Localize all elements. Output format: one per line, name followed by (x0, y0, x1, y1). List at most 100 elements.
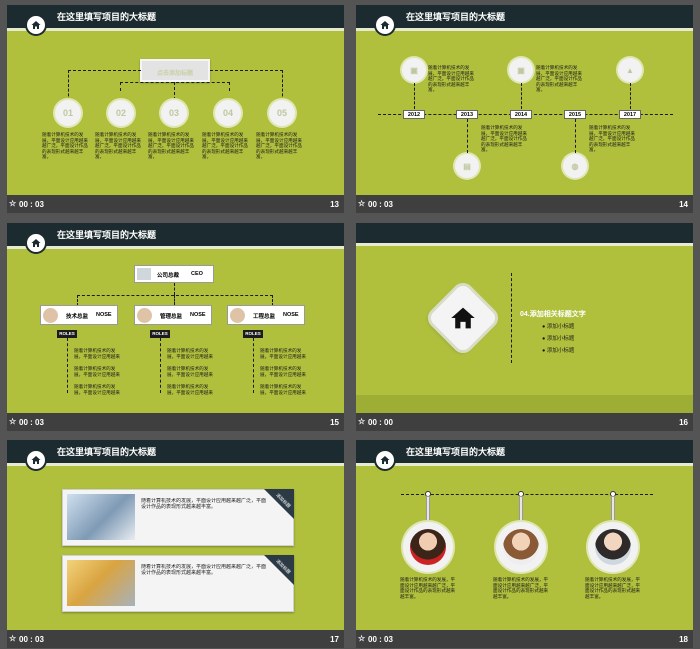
slide-footer: ☆ 00 : 03 15 (7, 413, 344, 431)
node-text: 随着计算机技术的发展，平面设计应用越来越广泛，平面设计作品的表现形式越来越丰富。 (202, 132, 248, 160)
header-divider (7, 28, 344, 31)
manager-box: 管理总监 NOSE (134, 305, 212, 325)
connector (68, 70, 141, 101)
slide-footer: ☆ 00 : 03 18 (356, 630, 693, 648)
manager-role: NOSE (96, 312, 112, 318)
profile-circle (588, 522, 638, 572)
node-05: 05 (269, 100, 295, 126)
node-text: 随着计算机技术的发展，平面设计应用越来越广泛，平面设计作品的表现形式越来越丰富。 (95, 132, 141, 160)
role-text: 随着计算机技术的发展，平面设计应用越来越广泛，平面设计作品的表现形式越来越丰富。 (167, 366, 213, 377)
timeline-text: 随着计算机技术的发展，平面设计应用越来越广泛，平面设计作品的表现形式越来越丰富。 (589, 125, 635, 153)
slide-time: 00 : 03 (368, 200, 393, 209)
slide-canvas: 在这里填写项目的大标题 随着计算机技术的发展，平面设计应用越来越广泛，平面设计作… (356, 440, 693, 630)
node-text: 随着计算机技术的发展，平面设计应用越来越广泛，平面设计作品的表现形式越来越丰富。 (42, 132, 88, 160)
divider-line (511, 273, 512, 363)
connector (630, 83, 631, 109)
hanger-strip (611, 496, 615, 522)
slide-time: 00 : 03 (19, 200, 44, 209)
manager-role: NOSE (190, 312, 206, 318)
slide-time: 00 : 03 (19, 635, 44, 644)
year-label: 2013 (456, 110, 478, 119)
card-text: 随着计算机技术的发展，平面设计应用越来越广泛，平面设计作品的表现形式越来越丰富。 (141, 564, 266, 576)
slide-canvas: 在这里填写项目的大标题 随着计算机技术的发展，平面设计应用越来越广泛，平面设计作… (7, 440, 344, 630)
slide-time: 00 : 00 (368, 418, 393, 427)
manager-box: 技术总监 NOSE (40, 305, 118, 325)
slide-thumbnail-15[interactable]: 在这里填写项目的大标题 公司总裁 CEO 技术总监 NOSE 管理总监 NOSE… (7, 223, 344, 431)
home-icon (25, 14, 47, 36)
transition-icon: ☆ (9, 417, 17, 426)
header-title: 在这里填写项目的大标题 (57, 230, 157, 240)
slide-thumbnail-18[interactable]: 在这里填写项目的大标题 随着计算机技术的发展，平面设计应用越来越广泛，平面设计作… (356, 440, 693, 648)
home-icon (374, 14, 396, 36)
slide-header: 在这里填写项目的大标题 (356, 5, 693, 28)
section-heading: 04.添加相关标题文字 (520, 311, 586, 318)
role-text: 随着计算机技术的发展，平面设计应用越来越广泛，平面设计作品的表现形式越来越丰富。 (74, 366, 120, 377)
slide-number: 14 (679, 200, 688, 209)
ceo-photo (137, 268, 151, 280)
top-label: 点击添加标题 (156, 71, 193, 77)
connector (160, 338, 165, 393)
connector (467, 119, 468, 153)
node-04: 04 (215, 100, 241, 126)
roles-tag: ROLES (57, 330, 77, 338)
ceo-title: 公司总裁 (157, 273, 180, 279)
profile-circle (403, 522, 453, 572)
bullet-text: 添加小标题 (546, 348, 575, 354)
timeline-chart-icon: ▲ (618, 58, 642, 82)
timeline-text: 随着计算机技术的发展，平面设计应用越来越广泛，平面设计作品的表现形式越来越丰富。 (481, 125, 527, 153)
workers-photo (67, 560, 135, 606)
manager-avatar (137, 308, 152, 323)
slide-canvas: 在这里填写项目的大标题 公司总裁 CEO 技术总监 NOSE 管理总监 NOSE… (7, 223, 344, 413)
connector (521, 83, 522, 109)
profile-circle (496, 522, 546, 572)
header-divider (7, 463, 344, 466)
node-02: 02 (108, 100, 134, 126)
timeline-picture-icon: ▣ (509, 58, 533, 82)
slide-number: 17 (330, 635, 339, 644)
year-label: 2014 (510, 110, 532, 119)
bullet-item: ● 添加小标题 (542, 324, 575, 330)
connector (253, 338, 258, 393)
node-03: 03 (161, 100, 187, 126)
slide-footer: ☆ 00 : 03 17 (7, 630, 344, 648)
year-label: 2012 (403, 110, 425, 119)
slide-thumbnail-17[interactable]: 在这里填写项目的大标题 随着计算机技术的发展，平面设计应用越来越广泛，平面设计作… (7, 440, 344, 648)
ceo-role: CEO (191, 271, 203, 277)
connector (174, 295, 175, 305)
slide-time: 00 : 03 (19, 418, 44, 427)
home-icon (25, 232, 47, 254)
manager-title: 技术总监 (66, 314, 89, 320)
manager-role: NOSE (283, 312, 299, 318)
connector (77, 295, 273, 306)
slide-thumbnail-16[interactable]: 04.添加相关标题文字 ● 添加小标题 ● 添加小标题 ● 添加小标题 ☆ 00… (356, 223, 693, 431)
bullet-item: ● 添加小标题 (542, 348, 575, 354)
transition-icon: ☆ (9, 199, 17, 208)
header-title: 在这里填写项目的大标题 (406, 12, 506, 22)
transition-icon: ☆ (358, 417, 366, 426)
card-text: 随着计算机技术的发展，平面设计应用越来越广泛，平面设计作品的表现形式越来越丰富。 (141, 498, 266, 510)
hanger-strip (519, 496, 523, 522)
manager-title: 工程总监 (253, 314, 276, 320)
profile-text: 随着计算机技术的发展，平面设计应用越来越广泛，平面设计作品的表现形式越来越丰富。 (493, 577, 549, 599)
role-text: 随着计算机技术的发展，平面设计应用越来越广泛，平面设计作品的表现形式越来越丰富。 (260, 384, 306, 395)
connector (120, 82, 230, 91)
connector (575, 119, 576, 153)
home-icon (374, 449, 396, 471)
transition-icon: ☆ (358, 199, 366, 208)
connector (174, 82, 175, 100)
top-label-box: 点击添加标题 (140, 59, 210, 82)
content-card: 随着计算机技术的发展，平面设计应用越来越广泛，平面设计作品的表现形式越来越丰富。… (62, 555, 294, 612)
node-text: 随着计算机技术的发展，平面设计应用越来越广泛，平面设计作品的表现形式越来越丰富。 (148, 132, 194, 160)
bullet-text: 添加小标题 (546, 324, 575, 330)
year-label: 2017 (619, 110, 641, 119)
slide-number: 15 (330, 418, 339, 427)
bullet-text: 添加小标题 (546, 336, 575, 342)
slide-thumbnail-13[interactable]: 在这里填写项目的大标题 点击添加标题 01 02 03 04 05 随着计算机技… (7, 5, 344, 213)
header-title: 在这里填写项目的大标题 (406, 447, 506, 457)
roles-tag: ROLES (243, 330, 263, 338)
slide-thumbnail-14[interactable]: 在这里填写项目的大标题 ▣ ▣ ▲ ▤ ◍ 2012 2013 2014 201… (356, 5, 693, 213)
slide-canvas: 04.添加相关标题文字 ● 添加小标题 ● 添加小标题 ● 添加小标题 (356, 223, 693, 413)
manager-box: 工程总监 NOSE (227, 305, 305, 325)
role-text: 随着计算机技术的发展，平面设计应用越来越广泛，平面设计作品的表现形式越来越丰富。 (260, 348, 306, 359)
slide-footer: ☆ 00 : 03 14 (356, 195, 693, 213)
